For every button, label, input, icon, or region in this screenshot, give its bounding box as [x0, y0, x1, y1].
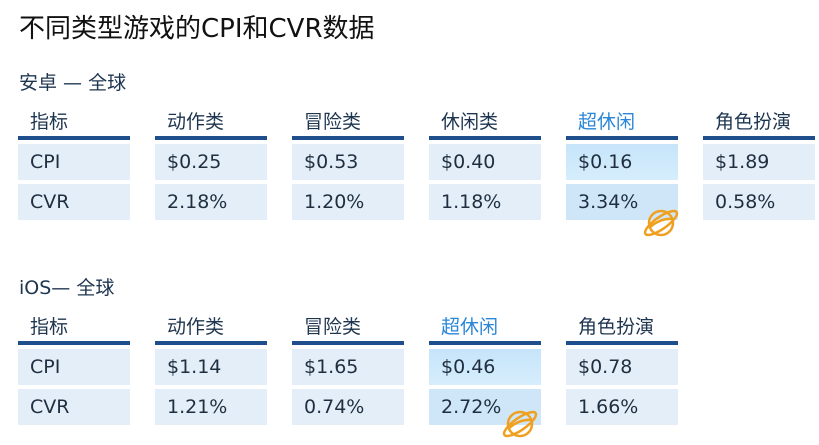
- ios-column-action: 动作类 $1.14 1.21%: [155, 309, 267, 425]
- row-label-cpi: CPI: [18, 349, 130, 385]
- column-header: 冒险类: [292, 309, 404, 345]
- cpi-value: $1.89: [703, 144, 815, 180]
- section-label-ios: iOS— 全球: [19, 277, 115, 299]
- cvr-value: 1.66%: [566, 389, 678, 425]
- column-header: 休闲类: [429, 104, 541, 140]
- column-header-highlighted: 超休闲: [566, 104, 678, 140]
- page-title: 不同类型游戏的CPI和CVR数据: [19, 14, 375, 44]
- column-header: 指标: [18, 104, 130, 140]
- ios-column-adventure: 冒险类 $1.65 0.74%: [292, 309, 404, 425]
- cpi-value: $0.25: [155, 144, 267, 180]
- cvr-value: 0.58%: [703, 184, 815, 220]
- android-column-metric: 指标 CPI CVR: [18, 104, 130, 220]
- cpi-value: $0.78: [566, 349, 678, 385]
- cpi-value: $0.40: [429, 144, 541, 180]
- cvr-value: 1.21%: [155, 389, 267, 425]
- ios-column-metric: 指标 CPI CVR: [18, 309, 130, 425]
- column-header: 动作类: [155, 309, 267, 345]
- cvr-value-highlighted: 3.34%: [566, 184, 678, 220]
- section-label-android: 安卓 — 全球: [19, 72, 127, 94]
- column-header: 动作类: [155, 104, 267, 140]
- android-column-casual: 休闲类 $0.40 1.18%: [429, 104, 541, 220]
- row-label-cvr: CVR: [18, 184, 130, 220]
- cpi-value-highlighted: $0.46: [429, 349, 541, 385]
- ios-column-rpg: 角色扮演 $0.78 1.66%: [566, 309, 678, 425]
- planet-icon: [643, 209, 679, 237]
- column-header: 指标: [18, 309, 130, 345]
- cvr-value: 1.20%: [292, 184, 404, 220]
- column-header: 角色扮演: [566, 309, 678, 345]
- android-column-action: 动作类 $0.25 2.18%: [155, 104, 267, 220]
- column-header-highlighted: 超休闲: [429, 309, 541, 345]
- ios-column-hypercasual: 超休闲 $0.46 2.72%: [429, 309, 541, 425]
- cpi-value: $0.53: [292, 144, 404, 180]
- cvr-value: 0.74%: [292, 389, 404, 425]
- column-header: 角色扮演: [703, 104, 815, 140]
- planet-icon: [502, 410, 538, 438]
- android-column-adventure: 冒险类 $0.53 1.20%: [292, 104, 404, 220]
- android-column-hypercasual: 超休闲 $0.16 3.34%: [566, 104, 678, 220]
- android-column-rpg: 角色扮演 $1.89 0.58%: [703, 104, 815, 220]
- cpi-value: $1.14: [155, 349, 267, 385]
- cvr-value-highlighted: 2.72%: [429, 389, 541, 425]
- cpi-value: $1.65: [292, 349, 404, 385]
- cvr-value: 2.18%: [155, 184, 267, 220]
- row-label-cpi: CPI: [18, 144, 130, 180]
- cpi-value-highlighted: $0.16: [566, 144, 678, 180]
- cvr-value: 1.18%: [429, 184, 541, 220]
- column-header: 冒险类: [292, 104, 404, 140]
- row-label-cvr: CVR: [18, 389, 130, 425]
